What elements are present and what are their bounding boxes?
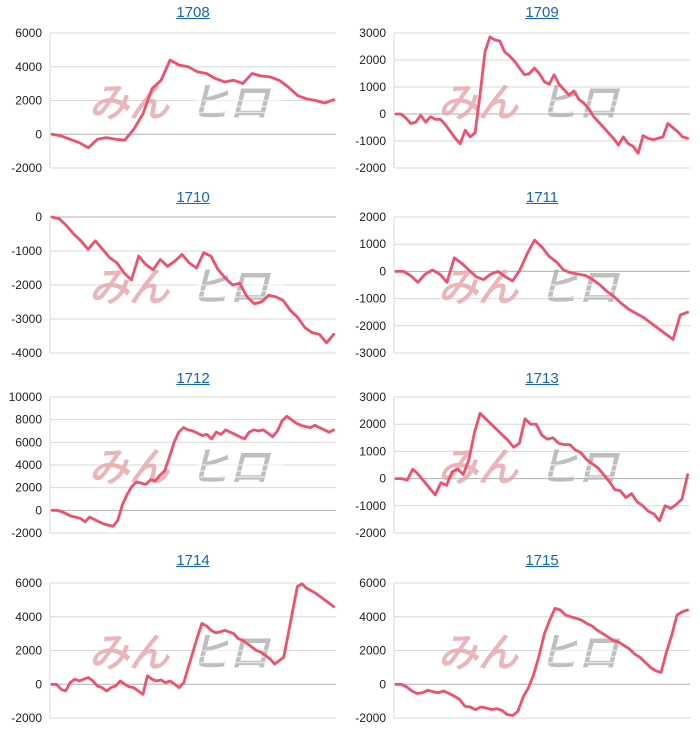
chart-panel-1709: 1709 3000 2000 1000 0 -1000 -2000 みん ヒロ bbox=[350, 0, 700, 185]
y-tick-label: 1000 bbox=[359, 237, 386, 251]
svg-text:ヒロ: ヒロ bbox=[189, 446, 272, 490]
chart-panel-1713: 1713 3000 2000 1000 0 -1000 -2000 みん ヒロ bbox=[350, 366, 700, 551]
watermark-logo: みん ヒロ bbox=[438, 82, 632, 126]
watermark-logo: みん ヒロ bbox=[438, 446, 632, 490]
series-line bbox=[50, 58, 336, 150]
svg-text:ヒロ: ヒロ bbox=[538, 632, 621, 676]
watermark-logo: みん ヒロ bbox=[438, 632, 632, 676]
y-tick-label: 2000 bbox=[15, 94, 42, 108]
chart-panel-1712: 1712 10000 8000 6000 4000 2000 0 -2000 みん ヒロ bbox=[0, 366, 350, 551]
y-tick-label: 0 bbox=[35, 503, 42, 517]
y-tick-label: -2000 bbox=[11, 278, 42, 292]
line-chart: 6000 4000 2000 0 -2000 みん ヒロ bbox=[11, 576, 336, 725]
series-line bbox=[394, 606, 690, 717]
y-tick-label: -1000 bbox=[355, 499, 386, 513]
svg-text:ヒロ: ヒロ bbox=[538, 266, 621, 310]
y-tick-label: 0 bbox=[35, 127, 42, 141]
chart-panel-1710: 1710 0 -1000 -2000 -3000 -4000 みん ヒロ bbox=[0, 185, 350, 370]
y-tick-label: -1000 bbox=[355, 134, 386, 148]
chart-title-link[interactable]: 1711 bbox=[525, 189, 559, 206]
svg-text:みん: みん bbox=[438, 446, 520, 490]
y-tick-label: -2000 bbox=[11, 161, 42, 175]
y-tick-label: 2000 bbox=[359, 417, 386, 431]
svg-text:みん: みん bbox=[89, 82, 171, 126]
svg-text:ヒロ: ヒロ bbox=[538, 82, 621, 126]
y-tick-label: -2000 bbox=[355, 526, 386, 540]
y-tick-label: 0 bbox=[35, 210, 42, 224]
y-tick-label: 0 bbox=[379, 677, 386, 691]
svg-text:みん: みん bbox=[89, 446, 171, 490]
y-tick-label: 0 bbox=[379, 107, 386, 121]
y-tick-label: 6000 bbox=[15, 26, 42, 40]
svg-text:みん: みん bbox=[89, 632, 171, 676]
y-tick-label: -2000 bbox=[355, 319, 386, 333]
line-chart: 6000 4000 2000 0 -2000 みん ヒロ bbox=[11, 26, 336, 175]
chart-panel-1714: 1714 6000 4000 2000 0 -2000 みん ヒロ bbox=[0, 548, 350, 733]
chart-title-link[interactable]: 1714 bbox=[176, 552, 210, 569]
y-tick-label: 2000 bbox=[359, 210, 386, 224]
series-line bbox=[50, 215, 336, 345]
svg-text:ヒロ: ヒロ bbox=[189, 632, 272, 676]
line-chart: 3000 2000 1000 0 -1000 -2000 みん ヒロ bbox=[355, 26, 690, 175]
chart-title-link[interactable]: 1708 bbox=[176, 4, 210, 21]
svg-text:ヒロ: ヒロ bbox=[189, 82, 272, 126]
y-tick-label: 3000 bbox=[359, 390, 386, 404]
y-tick-label: 0 bbox=[379, 472, 386, 486]
series-line bbox=[394, 35, 690, 155]
y-tick-label: -2000 bbox=[355, 711, 386, 725]
y-tick-label: -1000 bbox=[11, 244, 42, 258]
y-tick-label: -3000 bbox=[355, 346, 386, 360]
chart-title-link[interactable]: 1712 bbox=[176, 370, 210, 387]
y-tick-label: 1000 bbox=[359, 80, 386, 94]
y-tick-label: 4000 bbox=[359, 610, 386, 624]
y-tick-label: 8000 bbox=[15, 413, 42, 427]
svg-text:みん: みん bbox=[438, 266, 520, 310]
series-line bbox=[50, 414, 336, 528]
y-tick-label: 4000 bbox=[15, 610, 42, 624]
series-line bbox=[50, 582, 336, 696]
y-tick-label: -1000 bbox=[355, 292, 386, 306]
y-tick-label: 6000 bbox=[359, 576, 386, 590]
y-tick-label: 0 bbox=[35, 677, 42, 691]
series-line bbox=[394, 411, 690, 523]
y-tick-label: 1000 bbox=[359, 444, 386, 458]
chart-title-link[interactable]: 1709 bbox=[525, 4, 559, 21]
y-tick-label: -2000 bbox=[11, 711, 42, 725]
y-tick-label: 2000 bbox=[359, 53, 386, 67]
watermark-logo: みん ヒロ bbox=[89, 632, 283, 676]
svg-text:みん: みん bbox=[89, 266, 171, 310]
y-tick-label: -4000 bbox=[11, 346, 42, 360]
chart-title-link[interactable]: 1713 bbox=[525, 370, 559, 387]
chart-panel-1715: 1715 6000 4000 2000 0 -2000 みん ヒロ bbox=[350, 548, 700, 733]
series-line bbox=[394, 238, 690, 341]
y-tick-label: 2000 bbox=[15, 644, 42, 658]
y-tick-label: 3000 bbox=[359, 26, 386, 40]
y-tick-label: 10000 bbox=[9, 390, 43, 404]
line-chart: 2000 1000 0 -1000 -2000 -3000 みん ヒロ bbox=[355, 210, 690, 360]
y-tick-label: -3000 bbox=[11, 312, 42, 326]
y-tick-label: 4000 bbox=[15, 60, 42, 74]
y-tick-label: -2000 bbox=[11, 526, 42, 540]
watermark-logo: みん ヒロ bbox=[89, 82, 283, 126]
y-tick-label: 0 bbox=[379, 264, 386, 278]
y-tick-label: 6000 bbox=[15, 435, 42, 449]
y-tick-label: 4000 bbox=[15, 458, 42, 472]
line-chart: 6000 4000 2000 0 -2000 みん ヒロ bbox=[355, 576, 690, 725]
watermark-logo: みん ヒロ bbox=[438, 266, 632, 310]
chart-panel-1711: 1711 2000 1000 0 -1000 -2000 -3000 みん ヒロ bbox=[350, 185, 700, 370]
y-tick-label: -2000 bbox=[355, 161, 386, 175]
watermark-logo: みん ヒロ bbox=[89, 446, 283, 490]
chart-panel-1708: 1708 6000 4000 2000 0 -2000 みん ヒロ bbox=[0, 0, 350, 185]
y-tick-label: 2000 bbox=[359, 644, 386, 658]
chart-title-link[interactable]: 1715 bbox=[525, 552, 559, 569]
line-chart: 10000 8000 6000 4000 2000 0 -2000 みん ヒロ bbox=[9, 390, 336, 540]
chart-title-link[interactable]: 1710 bbox=[176, 189, 210, 206]
line-chart: 3000 2000 1000 0 -1000 -2000 みん ヒロ bbox=[355, 390, 690, 540]
y-tick-label: 6000 bbox=[15, 576, 42, 590]
y-tick-label: 2000 bbox=[15, 481, 42, 495]
svg-text:みん: みん bbox=[438, 632, 520, 676]
